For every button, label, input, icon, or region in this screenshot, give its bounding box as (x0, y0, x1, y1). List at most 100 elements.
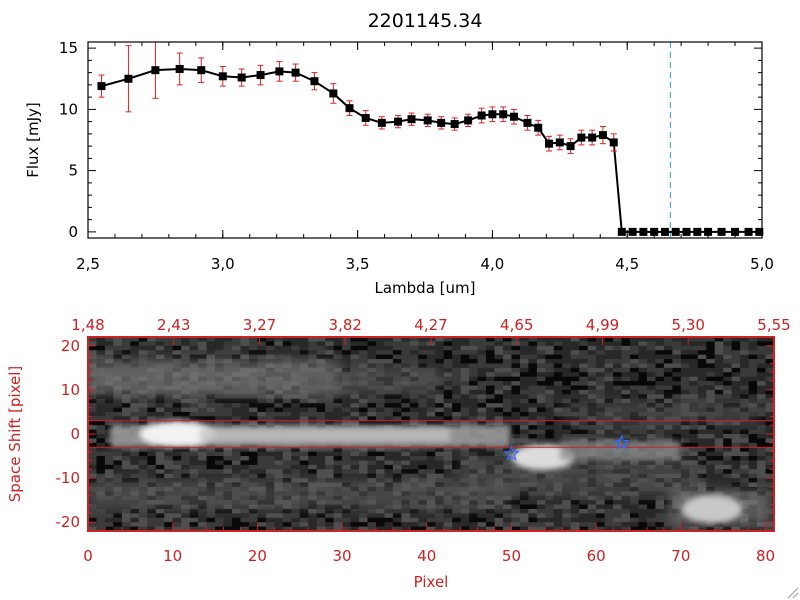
flux-point (464, 116, 473, 125)
noise-cell (570, 359, 580, 364)
noise-cell (316, 508, 326, 514)
noise-cell (88, 451, 97, 457)
noise-cell (519, 425, 529, 431)
noise-cell (706, 394, 716, 400)
spectrum-x-tick-label: 2,5 (76, 255, 100, 273)
noise-cell (231, 460, 241, 466)
noise-cell (672, 434, 682, 439)
noise-cell (350, 354, 360, 360)
noise-cell (545, 367, 555, 373)
noise-cell (435, 337, 445, 342)
noise-cell (223, 451, 233, 457)
noise-cell (596, 517, 606, 523)
noise-cell (714, 350, 724, 356)
noise-cell (240, 394, 250, 400)
noise-cell (486, 345, 496, 351)
noise-cell (113, 420, 123, 426)
image-y-tick-label: -10 (56, 469, 81, 487)
noise-cell (316, 411, 326, 417)
noise-cell (409, 407, 419, 413)
noise-cell (231, 447, 241, 453)
noise-cell (215, 337, 225, 342)
noise-cell (697, 460, 707, 466)
noise-cell (121, 513, 131, 519)
noise-cell (164, 403, 174, 409)
noise-cell (452, 464, 462, 470)
noise-cell (299, 398, 309, 404)
noise-cell (392, 354, 402, 360)
noise-cell (418, 394, 428, 400)
noise-cell (502, 411, 512, 417)
noise-cell (333, 508, 343, 514)
star-marker-icon (503, 445, 520, 461)
noise-cell (757, 363, 767, 369)
noise-cell (164, 522, 174, 528)
noise-cell (689, 442, 699, 448)
noise-cell (579, 350, 589, 356)
noise-cell (562, 425, 572, 431)
noise-cell (325, 526, 335, 531)
noise-cell (392, 513, 402, 519)
noise-cell (426, 345, 436, 351)
noise-cell (570, 513, 580, 519)
noise-cell (519, 495, 529, 501)
noise-cell (308, 398, 318, 404)
noise-cell (88, 473, 97, 479)
noise-cell (274, 447, 284, 453)
noise-cell (689, 438, 699, 444)
noise-cell (460, 385, 470, 391)
noise-cell (291, 420, 301, 426)
noise-cell (757, 389, 767, 395)
noise-cell (181, 337, 191, 342)
noise-cell (375, 522, 385, 528)
noise-cell (757, 425, 767, 431)
noise-cell (528, 434, 538, 439)
noise-cell (630, 341, 639, 347)
noise-cell (553, 434, 563, 439)
noise-cell (274, 469, 284, 475)
noise-cell (164, 464, 174, 470)
noise-cell (443, 513, 453, 519)
noise-cell (655, 495, 665, 501)
noise-cell (469, 372, 479, 378)
noise-cell (477, 420, 487, 426)
noise-cell (282, 522, 292, 528)
noise-cell (316, 350, 326, 356)
noise-cell (350, 359, 360, 364)
noise-cell (113, 407, 123, 413)
noise-cell (291, 354, 301, 360)
noise-cell (240, 508, 250, 514)
resize-grip-icon[interactable] (787, 587, 799, 599)
noise-cell (299, 394, 309, 400)
noise-cell (536, 363, 546, 369)
noise-cell (460, 403, 470, 409)
noise-cell (181, 526, 191, 531)
noise-cell (240, 398, 250, 404)
noise-cell (342, 359, 352, 364)
noise-cell (359, 464, 368, 470)
noise-cell (596, 500, 606, 506)
noise-cell (96, 403, 106, 409)
noise-cell (697, 337, 707, 342)
noise-cell (697, 482, 707, 488)
noise-cell (121, 460, 131, 466)
noise-cell (291, 416, 301, 422)
noise-cell (596, 495, 606, 501)
noise-cell (663, 385, 673, 391)
noise-cell (138, 354, 148, 360)
noise-cell (274, 341, 284, 347)
noise-cell (384, 363, 394, 369)
noise-cell (545, 337, 555, 342)
noise-cell (579, 526, 589, 531)
noise-cell (231, 451, 241, 457)
noise-cell (147, 508, 157, 514)
noise-cell (748, 447, 758, 453)
noise-cell (553, 354, 563, 360)
noise-cell (545, 381, 555, 386)
noise-cell (604, 341, 614, 347)
noise-cell (164, 394, 174, 400)
noise-cell (240, 416, 250, 422)
noise-cell (536, 495, 546, 501)
noise-cell (409, 464, 419, 470)
noise-cell (325, 420, 335, 426)
